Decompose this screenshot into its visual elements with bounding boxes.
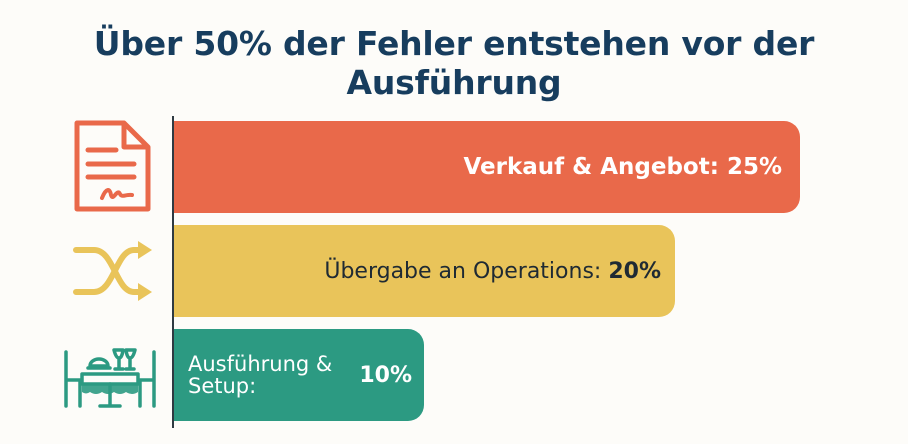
dining-table-icon (64, 348, 156, 408)
bar-label-verkauf-angebot: Verkauf & Angebot: 25% (463, 154, 782, 180)
bar-ausfuehrung-setup: Ausführung & Setup: 10% (174, 329, 424, 421)
bar-label-ausfuehrung-setup: Ausführung & Setup: (188, 351, 333, 398)
bar-value-ausfuehrung-setup: 10% (359, 362, 412, 388)
bar-label-uebergabe-operations: Übergabe an Operations: 20% (324, 258, 661, 284)
contract-document-icon (74, 120, 151, 212)
bar-uebergabe-operations: Übergabe an Operations: 20% (174, 225, 675, 317)
chart-title: Über 50% der Fehler entstehen vor der Au… (93, 24, 815, 102)
bar-verkauf-angebot: Verkauf & Angebot: 25% (174, 121, 800, 213)
shuffle-arrows-icon (73, 241, 152, 301)
y-axis-line (172, 116, 174, 428)
